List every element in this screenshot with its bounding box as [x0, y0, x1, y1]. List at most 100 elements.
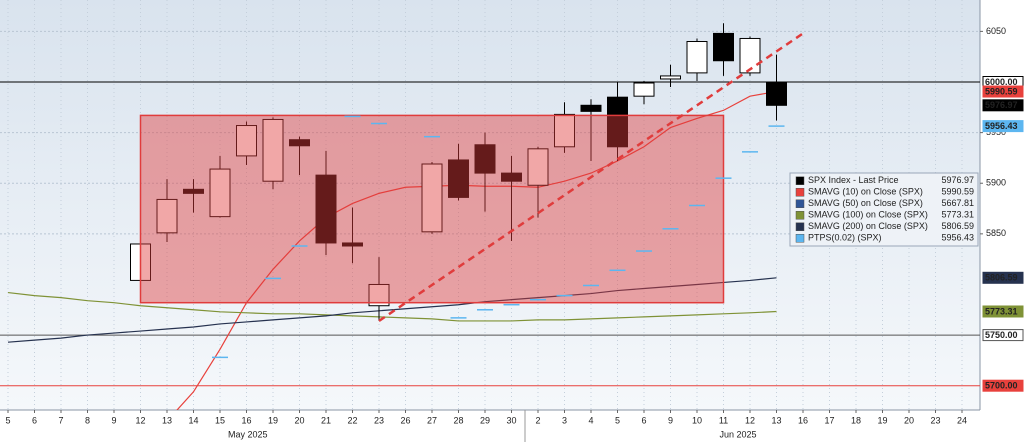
value-tag	[982, 329, 1024, 342]
x-tick-label: 14	[188, 415, 198, 425]
legend-swatch	[795, 199, 805, 208]
x-tick-label: 16	[241, 415, 251, 425]
x-tick-label: 17	[824, 415, 834, 425]
candle-body	[156, 198, 178, 234]
plot-area	[0, 0, 980, 410]
x-tick-label: 9	[111, 415, 116, 425]
legend-value: 5667.81	[941, 198, 974, 208]
legend-label: SMAVG (50) on Close (SPX)	[808, 198, 923, 208]
legend-value: 5806.59	[941, 221, 974, 231]
y-tick-label: 5900	[986, 178, 1006, 188]
x-group-label: Jun 2025	[719, 429, 756, 439]
candle-body	[739, 37, 761, 74]
legend-swatch	[795, 234, 805, 243]
x-tick-label: 6	[32, 415, 37, 425]
ma-line	[176, 90, 777, 410]
x-tick-label: 20	[904, 415, 914, 425]
candle-body	[633, 82, 655, 97]
candle-body	[289, 139, 310, 147]
value-tag-label: 5750.00	[985, 330, 1018, 340]
candle-body	[315, 174, 337, 244]
x-tick-label: 30	[506, 415, 516, 425]
x-tick-label: 2	[535, 415, 540, 425]
value-tag	[982, 379, 1024, 392]
ma-line	[7, 291, 777, 322]
candle-body	[262, 118, 284, 182]
legend-swatch	[795, 176, 805, 185]
value-tag	[982, 271, 1024, 284]
candle-body	[660, 75, 681, 80]
legend-label: PTPS(0.02) (SPX)	[808, 233, 882, 243]
legend-value: 5956.43	[941, 233, 974, 243]
x-tick-label: 27	[427, 415, 437, 425]
ma-line	[7, 277, 777, 343]
value-tag-label: 6000.00	[985, 77, 1018, 87]
x-tick-label: 23	[374, 415, 384, 425]
candle-body	[474, 144, 496, 174]
x-tick-label: 7	[58, 415, 63, 425]
legend-value: 5773.31	[941, 210, 974, 220]
x-tick-label: 8	[85, 415, 90, 425]
legend-box	[789, 172, 979, 247]
legend-value: 5990.59	[941, 187, 974, 197]
value-tag-label: 5990.59	[985, 86, 1018, 96]
value-tag	[982, 99, 1024, 112]
x-tick-label: 16	[798, 415, 808, 425]
candle-body	[686, 41, 708, 74]
x-tick-label: 12	[745, 415, 755, 425]
value-tag-label: 5700.00	[985, 381, 1018, 391]
candle-body	[766, 81, 787, 106]
x-tick-label: 28	[453, 415, 463, 425]
legend-swatch	[795, 211, 805, 220]
candle-body	[368, 283, 390, 307]
value-tag-label: 5956.43	[985, 121, 1018, 131]
x-tick-label: 15	[215, 415, 225, 425]
legend-value: 5976.97	[941, 175, 974, 185]
value-tag-label: 5806.59	[985, 273, 1018, 283]
candle-body	[183, 188, 204, 194]
candle-body	[607, 96, 628, 148]
value-tag	[982, 120, 1024, 133]
x-tick-label: 5	[5, 415, 10, 425]
y-tick-label: 6050	[986, 26, 1006, 36]
x-group-label: May 2025	[228, 429, 268, 439]
range-box	[139, 114, 725, 304]
x-tick-label: 26	[400, 415, 410, 425]
x-tick-label: 5	[615, 415, 620, 425]
value-tag	[982, 305, 1024, 318]
legend-label: SMAVG (10) on Close (SPX)	[808, 187, 923, 197]
x-tick-label: 9	[668, 415, 673, 425]
candle-body	[501, 172, 522, 182]
overlay: 58505900595060506000.005750.005700.00597…	[5, 26, 1024, 442]
trend-line	[378, 32, 804, 322]
legend-label: SMAVG (200) on Close (SPX)	[808, 221, 928, 231]
x-tick-label: 11	[719, 415, 728, 425]
x-tick-label: 3	[562, 415, 567, 425]
x-tick-label: 19	[877, 415, 887, 425]
legend-swatch	[795, 222, 805, 231]
x-tick-label: 29	[480, 415, 490, 425]
x-tick-label: 24	[957, 415, 967, 425]
x-tick-label: 10	[692, 415, 702, 425]
legend-swatch	[795, 188, 805, 197]
x-tick-label: 6	[641, 415, 646, 425]
x-tick-label: 19	[268, 415, 278, 425]
candle-body	[448, 159, 469, 198]
value-tag-label: 5773.31	[985, 306, 1018, 316]
candle-body	[527, 148, 549, 186]
x-tick-label: 18	[851, 415, 861, 425]
candle-body	[421, 163, 443, 233]
y-tick-label: 5850	[986, 228, 1006, 238]
candle-body	[713, 32, 734, 62]
x-tick-label: 13	[771, 415, 781, 425]
candle-body	[342, 242, 363, 247]
x-tick-label: 4	[588, 415, 593, 425]
value-tag	[982, 85, 1024, 98]
candle-body	[554, 113, 575, 148]
x-tick-label: 12	[135, 415, 145, 425]
legend-label: SPX Index - Last Price	[808, 175, 899, 185]
value-tag-label: 5976.97	[985, 100, 1018, 110]
x-tick-label: 20	[294, 415, 304, 425]
x-tick-label: 23	[930, 415, 940, 425]
